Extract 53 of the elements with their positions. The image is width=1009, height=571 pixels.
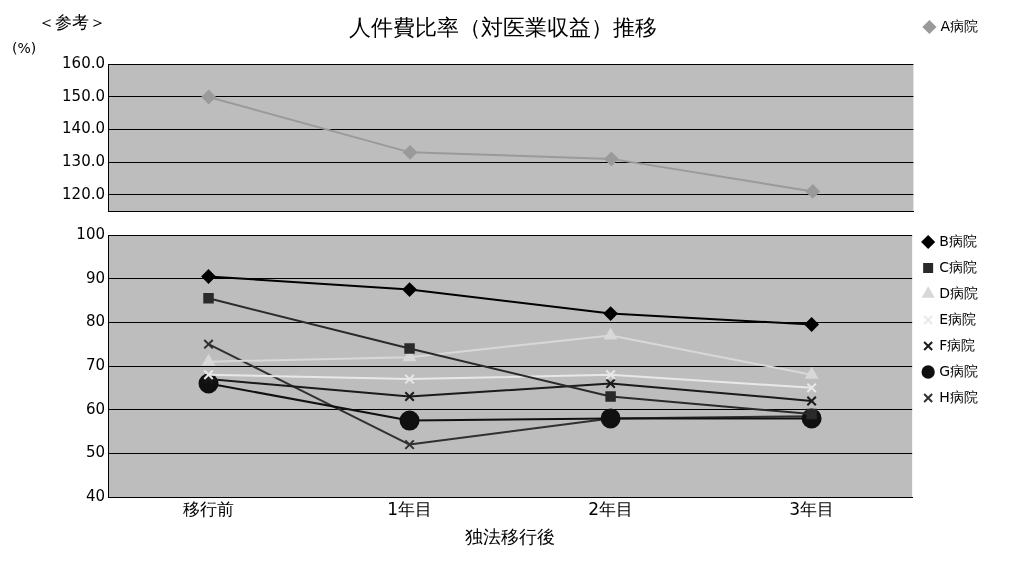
text: ＜参考＞ <box>38 11 106 32</box>
point <box>403 145 418 160</box>
y-tick-label: 160.0 <box>62 54 105 73</box>
point <box>804 317 819 332</box>
point <box>805 184 820 199</box>
point <box>201 269 216 284</box>
point <box>404 439 415 450</box>
legend-label: E病院 <box>939 310 977 327</box>
legend-label: F病院 <box>939 336 976 353</box>
point <box>399 410 420 431</box>
point <box>202 354 215 366</box>
legend-label: H病院 <box>939 388 978 405</box>
y-tick-label: 150.0 <box>62 86 105 105</box>
y-tick-label: 80 <box>85 312 105 331</box>
legend-label: C病院 <box>939 258 977 275</box>
x-tick-label: 3年目 <box>789 498 835 519</box>
point <box>402 282 417 297</box>
point <box>203 369 214 380</box>
point <box>605 391 616 402</box>
point <box>603 306 618 321</box>
y-tick-label: 120.0 <box>62 184 105 203</box>
point <box>203 338 214 350</box>
point <box>404 391 415 402</box>
y-tick-label: 140.0 <box>62 119 105 138</box>
point <box>404 373 415 385</box>
legend-label: D病院 <box>939 284 978 301</box>
y-tick-label: 100 <box>76 224 105 243</box>
point <box>806 382 817 394</box>
point <box>604 151 619 166</box>
y-axis-title: (%) <box>12 40 37 57</box>
chart-title: 人件費比率（対医業収益）推移 <box>349 14 657 40</box>
x-axis-title: 独法移行後 <box>465 525 556 547</box>
point <box>201 89 216 104</box>
x-tick-label: 移行前 <box>183 498 235 519</box>
point <box>600 408 621 429</box>
legend-label: G病院 <box>939 362 979 379</box>
point <box>806 395 817 407</box>
point <box>203 293 214 304</box>
x-tick-label: 1年目 <box>387 498 432 519</box>
y-tick-label: 50 <box>85 443 105 462</box>
y-tick-label: 70 <box>85 355 105 374</box>
point <box>605 369 616 380</box>
point <box>605 378 616 389</box>
legend-label: A病院 <box>940 17 978 34</box>
x-tick-label: 2年目 <box>588 498 634 519</box>
point <box>604 328 617 340</box>
legend-label: B病院 <box>939 232 977 249</box>
point <box>404 343 415 354</box>
y-tick-label: 130.0 <box>62 152 105 171</box>
y-tick-label: 60 <box>85 399 105 418</box>
y-tick-label: 90 <box>85 268 105 287</box>
point <box>805 367 818 379</box>
y-tick-label: 40 <box>85 486 105 505</box>
